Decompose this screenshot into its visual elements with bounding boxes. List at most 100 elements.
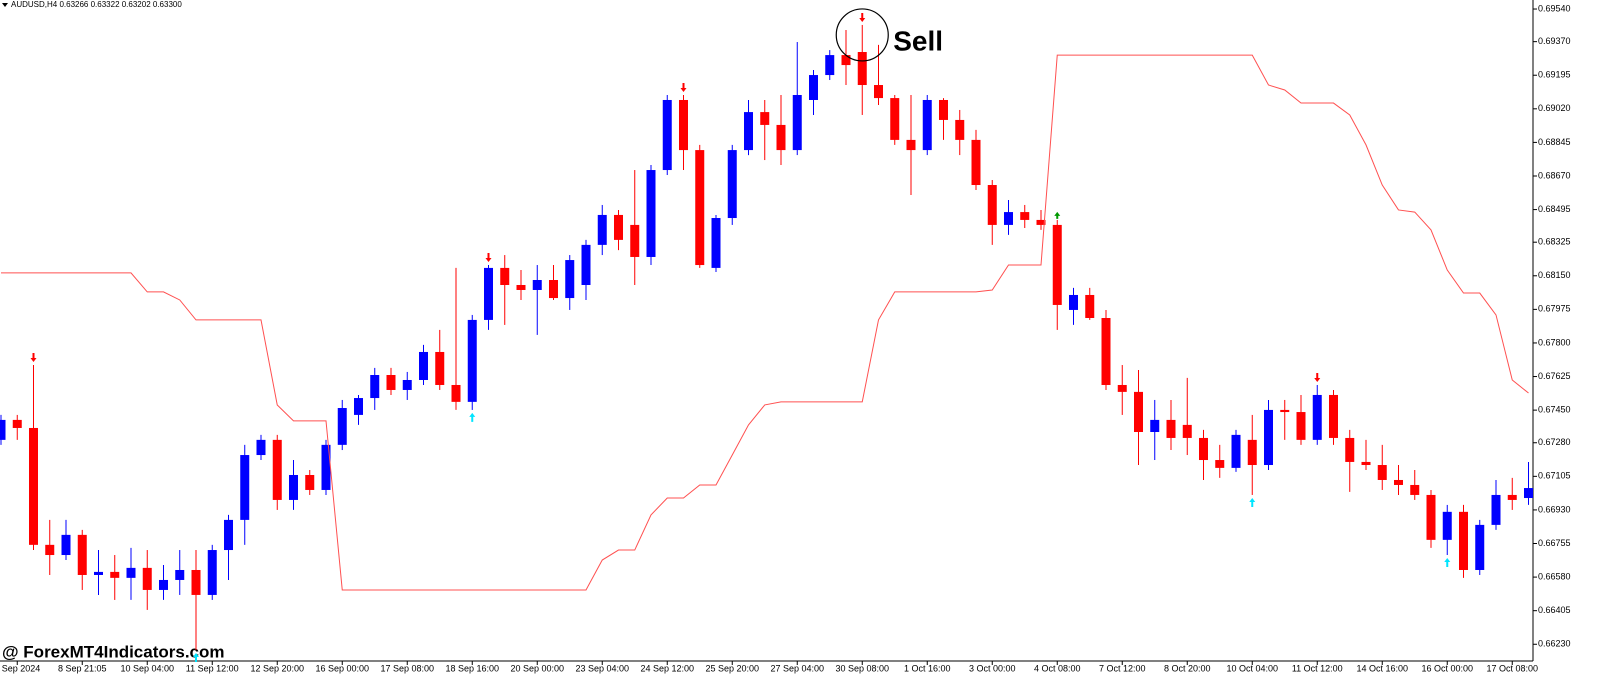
x-tick-label: 27 Sep 04:00 [770, 663, 824, 673]
candle-body [29, 427, 38, 545]
candle-body [305, 474, 315, 490]
y-tick-label: 0.69540 [1538, 3, 1571, 13]
candle-body [1361, 461, 1371, 466]
candle-body [987, 185, 997, 225]
candle-body [955, 119, 965, 140]
x-tick-label: 18 Sep 16:00 [445, 663, 499, 673]
signal-arrow [485, 253, 492, 263]
x-tick-label: 10 Oct 04:00 [1226, 663, 1278, 673]
candle-body [272, 439, 282, 500]
candle-body [874, 85, 883, 99]
signal-arrow [1249, 497, 1256, 507]
candle-body [581, 244, 591, 285]
candle-body [857, 52, 867, 86]
candle-body [1410, 484, 1420, 495]
candle-body [110, 571, 120, 578]
annotation-circle [835, 8, 889, 62]
candle-body [1507, 494, 1517, 500]
signal-arrow [680, 82, 687, 92]
candle-body [0, 419, 6, 440]
candle-body [1247, 439, 1257, 466]
candle-body [484, 267, 493, 320]
x-tick-label: 16 Sep 00:00 [315, 663, 369, 673]
candle-body [1491, 494, 1501, 525]
candle-body [224, 519, 233, 551]
candle-body [1020, 212, 1030, 220]
candle-body [1394, 479, 1403, 485]
x-tick-label: 14 Oct 16:00 [1356, 663, 1408, 673]
y-tick-label: 0.69195 [1538, 70, 1571, 80]
candle-body [597, 214, 607, 245]
x-tick-label: 1 Oct 16:00 [904, 663, 951, 673]
y-tick-label: 0.67800 [1538, 337, 1571, 347]
candle-body [614, 214, 623, 240]
y-tick-label: 0.67975 [1538, 304, 1571, 314]
candle-body [419, 351, 428, 380]
candle-body [1182, 424, 1192, 438]
y-tick-label: 0.66930 [1538, 504, 1571, 514]
x-tick-label: 30 Sep 08:00 [835, 663, 889, 673]
candle-body [1345, 437, 1355, 462]
y-tick-label: 0.68845 [1538, 137, 1571, 147]
candle-body [776, 124, 786, 151]
symbol-header: AUDUSD,H4 0.63266 0.63322 0.63202 0.6330… [11, 0, 182, 9]
x-tick-label: 3 Oct 00:00 [969, 663, 1016, 673]
y-tick-label: 0.66580 [1538, 571, 1571, 581]
candle-body [939, 99, 948, 120]
y-tick-label: 0.68150 [1538, 270, 1571, 280]
y-tick-label: 0.66405 [1538, 605, 1571, 615]
candle-body [1231, 434, 1241, 468]
x-tick-label: 17 Oct 08:00 [1486, 663, 1538, 673]
candle-body [1134, 391, 1143, 433]
candle-body [1004, 212, 1013, 225]
candle-body [906, 139, 916, 151]
candle-body [744, 112, 753, 151]
candle-body [1475, 524, 1485, 570]
candle-body [841, 55, 851, 66]
x-tick-label: 7 Oct 12:00 [1099, 663, 1146, 673]
candle-body [159, 579, 168, 590]
candle-body [630, 224, 640, 257]
x-tick-label: 16 Oct 00:00 [1421, 663, 1473, 673]
x-tick-label: 12 Sep 20:00 [250, 663, 304, 673]
candle-body [695, 150, 705, 266]
y-tick-label: 0.67105 [1538, 471, 1571, 481]
candle-body [760, 112, 770, 125]
candle-body [207, 550, 217, 595]
signal-arrow [469, 412, 476, 422]
candle-body [435, 351, 445, 385]
signal-arrow [859, 12, 866, 22]
candle-body [1036, 219, 1046, 225]
y-tick-label: 0.67450 [1538, 405, 1571, 415]
candle-body [1166, 419, 1176, 438]
signal-arrow [1314, 372, 1321, 382]
candle-body [1459, 511, 1468, 570]
candle-body [1199, 437, 1208, 461]
candle-body [175, 569, 185, 580]
x-tick-label: 8 Oct 20:00 [1164, 663, 1211, 673]
candle-body [354, 398, 363, 415]
annotation-text: Sell [893, 25, 943, 56]
y-tick-label: 0.66230 [1538, 639, 1571, 649]
watermark: @ ForexMT4Indicators.com [2, 642, 225, 661]
candle-body [1117, 384, 1127, 392]
candle-body [1426, 494, 1436, 540]
candle-body [467, 319, 477, 402]
y-tick-label: 0.69370 [1538, 36, 1571, 46]
candle-body [922, 99, 932, 151]
candle-body [727, 150, 737, 219]
candle-body [1442, 511, 1452, 540]
candle-body [532, 280, 542, 290]
candle-body [337, 408, 347, 445]
signal-arrow [1054, 211, 1061, 219]
candle-body [126, 567, 136, 578]
candle-body [94, 571, 103, 575]
candle-body [890, 98, 900, 140]
x-tick-label: 10 Sep 04:00 [120, 663, 174, 673]
candle-body [711, 218, 721, 268]
candle-body [1524, 488, 1533, 499]
candle-body [191, 569, 201, 595]
x-tick-label: 8 Sep 21:05 [58, 663, 107, 673]
y-tick-label: 0.66755 [1538, 538, 1571, 548]
candle-body [370, 375, 380, 399]
